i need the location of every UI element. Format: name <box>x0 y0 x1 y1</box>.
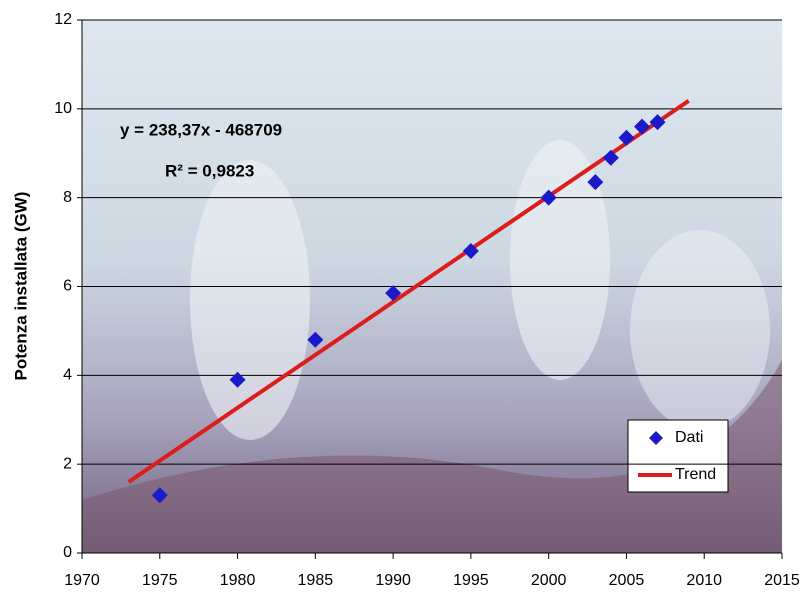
legend-label: Trend <box>675 466 716 483</box>
y-tick-label: 2 <box>63 455 72 472</box>
y-tick-label: 8 <box>63 189 72 206</box>
y-tick-label: 4 <box>63 367 72 384</box>
x-tick-label: 1985 <box>298 572 334 589</box>
y-tick-label: 12 <box>54 11 72 28</box>
x-tick-label: 1975 <box>142 572 178 589</box>
data-point <box>229 371 246 388</box>
y-axis-label: Potenza installata (GW) <box>11 192 30 381</box>
data-point <box>649 114 666 131</box>
legend-label: Dati <box>675 429 703 446</box>
trend-line <box>127 99 690 484</box>
x-tick-label: 1970 <box>64 572 100 589</box>
y-tick-label: 6 <box>63 278 72 295</box>
steam <box>190 160 310 440</box>
steam <box>630 230 770 430</box>
data-point <box>151 487 168 504</box>
x-tick-label: 2000 <box>531 572 567 589</box>
x-tick-label: 2005 <box>609 572 645 589</box>
data-point <box>385 285 402 302</box>
data-point <box>540 189 557 206</box>
equation: y = 238,37x - 468709 <box>120 120 282 139</box>
data-point <box>462 242 479 259</box>
legend: Dati Trend <box>627 419 729 493</box>
data-point <box>634 118 650 135</box>
data-point <box>307 331 324 348</box>
steam <box>510 140 610 380</box>
hill <box>82 360 782 553</box>
data-point <box>587 174 604 191</box>
y-tick-label: 10 <box>54 100 72 117</box>
x-tick-label: 1995 <box>453 572 489 589</box>
legend-marker <box>649 431 663 445</box>
r-squared: R² = 0,9823 <box>165 161 254 180</box>
data-point <box>602 149 619 166</box>
x-tick-label: 1990 <box>375 572 411 589</box>
x-tick-label: 2015 <box>764 572 800 589</box>
x-tick-label: 1980 <box>220 572 256 589</box>
data-point <box>618 129 635 146</box>
legend-box <box>627 419 729 493</box>
x-tick-label: 2010 <box>686 572 722 589</box>
y-tick-label: 0 <box>63 544 72 561</box>
